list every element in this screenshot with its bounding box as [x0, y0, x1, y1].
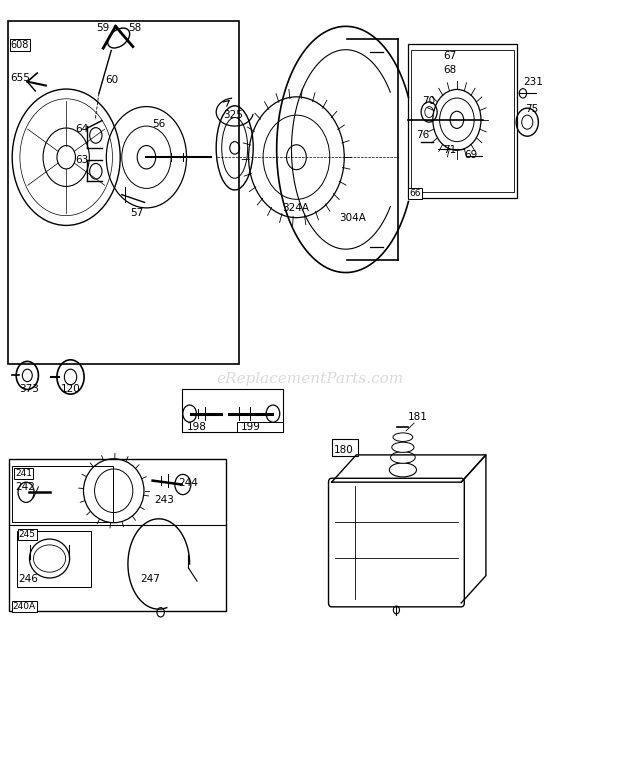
Text: 655: 655	[11, 74, 30, 83]
Text: 240A: 240A	[12, 601, 35, 611]
Text: 242: 242	[15, 482, 35, 493]
Text: 71: 71	[443, 145, 456, 155]
Text: 244: 244	[178, 478, 198, 488]
FancyBboxPatch shape	[407, 45, 517, 198]
Ellipse shape	[393, 433, 413, 442]
FancyBboxPatch shape	[329, 479, 464, 607]
Text: 199: 199	[241, 421, 261, 432]
Text: 59: 59	[96, 23, 109, 33]
Text: 181: 181	[408, 411, 428, 421]
Text: 245: 245	[19, 530, 36, 539]
Text: 324A: 324A	[282, 203, 309, 213]
Text: 241: 241	[15, 469, 32, 479]
Text: 70: 70	[422, 96, 435, 106]
Text: 63: 63	[76, 155, 89, 165]
Text: 69: 69	[464, 150, 477, 160]
Text: 373: 373	[19, 384, 38, 394]
Text: eReplacementParts.com: eReplacementParts.com	[216, 372, 404, 386]
Text: 68: 68	[443, 65, 456, 74]
Text: 64: 64	[76, 124, 89, 134]
Text: 608: 608	[11, 40, 29, 50]
Text: 180: 180	[334, 445, 353, 455]
FancyBboxPatch shape	[182, 389, 283, 432]
Ellipse shape	[389, 463, 417, 477]
FancyBboxPatch shape	[237, 422, 283, 432]
Text: 304A: 304A	[340, 213, 366, 224]
Text: 198: 198	[187, 421, 206, 432]
Text: 231: 231	[523, 77, 543, 87]
FancyBboxPatch shape	[9, 459, 226, 611]
Text: 75: 75	[525, 104, 538, 114]
Text: 67: 67	[443, 51, 456, 61]
Text: 56: 56	[153, 119, 166, 129]
Text: 66: 66	[409, 188, 421, 198]
Text: 76: 76	[416, 130, 430, 140]
Text: 247: 247	[140, 574, 160, 584]
Text: 325: 325	[224, 109, 244, 120]
Ellipse shape	[391, 451, 415, 463]
Text: 58: 58	[128, 23, 141, 33]
Text: 120: 120	[61, 384, 81, 394]
Text: 246: 246	[19, 574, 38, 584]
Text: 57: 57	[130, 208, 143, 218]
Text: 60: 60	[105, 75, 118, 84]
Text: 243: 243	[154, 495, 174, 504]
Ellipse shape	[392, 443, 414, 452]
FancyBboxPatch shape	[332, 439, 358, 457]
FancyBboxPatch shape	[7, 21, 239, 364]
